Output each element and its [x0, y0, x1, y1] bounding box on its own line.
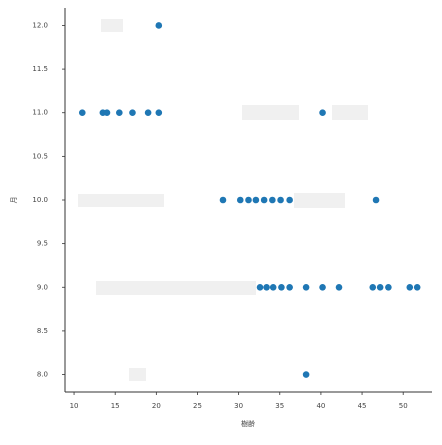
annotation-box: [78, 194, 164, 207]
point: [369, 283, 377, 291]
y-tick-label: 8.0: [37, 371, 48, 379]
y-tick-label: 10.5: [32, 152, 48, 160]
x-tick-label: 50: [399, 402, 408, 410]
point: [372, 196, 380, 204]
y-tick-label: 9.0: [37, 283, 48, 291]
point: [256, 283, 264, 291]
x-tick-label: 10: [70, 402, 79, 410]
point: [278, 283, 285, 291]
x-tick-label: 25: [193, 402, 202, 410]
point: [155, 22, 163, 29]
annotation-box: [294, 193, 345, 208]
point: [319, 283, 326, 291]
x-tick-label: 40: [316, 402, 325, 410]
point: [269, 196, 276, 204]
point: [277, 196, 284, 204]
y-tick-label: 11.0: [32, 109, 48, 117]
point: [413, 283, 421, 291]
y-tick-label: 8.5: [37, 327, 48, 335]
annotation-box: [96, 281, 256, 295]
point: [129, 109, 136, 117]
point: [406, 283, 414, 291]
x-tick-label: 30: [234, 402, 243, 410]
point: [302, 283, 310, 291]
point: [319, 109, 326, 117]
x-tick-label: 20: [152, 402, 161, 410]
y-tick-label: 10.0: [32, 196, 48, 204]
y-tick-label: 9.5: [37, 240, 48, 248]
x-tick-label: 35: [275, 402, 284, 410]
point: [103, 109, 111, 117]
point: [302, 371, 310, 378]
point: [376, 283, 384, 291]
point: [286, 196, 293, 204]
point: [78, 109, 86, 117]
point: [260, 196, 268, 204]
point: [269, 283, 277, 291]
annotation-box: [332, 105, 368, 120]
annotation-boxes: [78, 19, 368, 381]
point: [286, 283, 293, 291]
point: [385, 283, 392, 291]
point: [236, 196, 244, 204]
annotation-box: [242, 105, 299, 120]
point: [155, 109, 163, 117]
point: [144, 109, 152, 117]
point: [335, 283, 343, 291]
annotation-box: [129, 368, 146, 381]
x-axis-label: 樹齢: [241, 419, 255, 428]
y-tick-label: 11.5: [32, 65, 48, 73]
annotation-box: [101, 19, 123, 32]
point: [252, 196, 260, 204]
x-tick-label: 45: [358, 402, 367, 410]
y-axis-label: 月: [10, 197, 18, 204]
point: [219, 196, 227, 204]
x-tick-label: 15: [111, 402, 120, 410]
y-tick-label: 12.0: [32, 21, 48, 29]
point: [263, 283, 270, 291]
point: [116, 109, 123, 117]
point: [245, 196, 252, 204]
